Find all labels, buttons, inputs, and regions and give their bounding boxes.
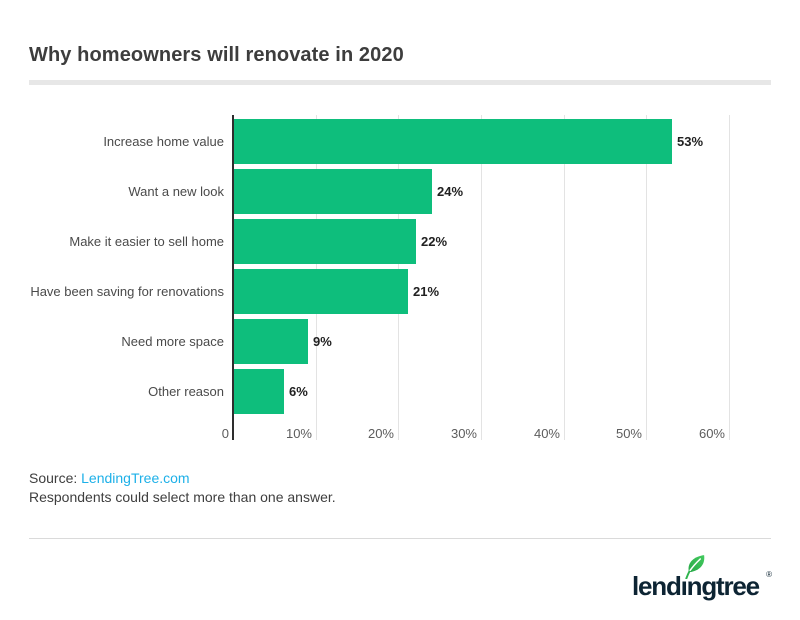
source-block: Source: LendingTree.com Respondents coul…: [29, 469, 336, 507]
value-label: 6%: [289, 384, 308, 399]
x-tick-label: 20%: [367, 426, 394, 441]
gridline: [646, 115, 647, 440]
category-label: Other reason: [148, 384, 224, 399]
value-label: 9%: [313, 334, 332, 349]
y-axis-line: [232, 115, 234, 440]
leaf-icon: [685, 555, 705, 579]
category-label: Need more space: [121, 334, 224, 349]
bar: [234, 169, 432, 214]
x-tick-label: 30%: [450, 426, 477, 441]
x-tick-label: 50%: [615, 426, 642, 441]
bar: [234, 269, 408, 314]
bar: [234, 369, 284, 414]
value-label: 24%: [437, 184, 464, 199]
category-label: Have been saving for renovations: [30, 284, 224, 299]
source-line: Source: LendingTree.com: [29, 469, 336, 488]
source-link[interactable]: LendingTree.com: [81, 470, 190, 486]
category-label: Increase home value: [103, 134, 224, 149]
bar: [234, 319, 308, 364]
x-tick-label: 60%: [698, 426, 725, 441]
bar-chart: Increase home value 53% Want a new look 24%…: [0, 115, 800, 441]
category-label: Want a new look: [128, 184, 224, 199]
x-tick-label: 40%: [533, 426, 560, 441]
title-divider: [29, 80, 771, 85]
value-label: 21%: [413, 284, 440, 299]
methodology-note: Respondents could select more than one a…: [29, 489, 336, 505]
lendingtree-logo: lendıngtree ®: [620, 553, 772, 607]
x-tick-label: 0: [221, 426, 229, 441]
gridline: [729, 115, 730, 440]
registered-mark: ®: [766, 570, 772, 579]
logo-wordmark: lendıngtree: [632, 571, 760, 601]
page-title: Why homeowners will renovate in 2020: [29, 44, 404, 66]
gridline: [564, 115, 565, 440]
source-label: Source:: [29, 470, 78, 486]
category-label: Make it easier to sell home: [69, 234, 224, 249]
value-label: 53%: [677, 134, 704, 149]
footer-divider: [29, 538, 771, 539]
value-label: 22%: [421, 234, 448, 249]
x-tick-label: 10%: [285, 426, 312, 441]
gridline: [481, 115, 482, 440]
bar: [234, 219, 416, 264]
bar: [234, 119, 672, 164]
